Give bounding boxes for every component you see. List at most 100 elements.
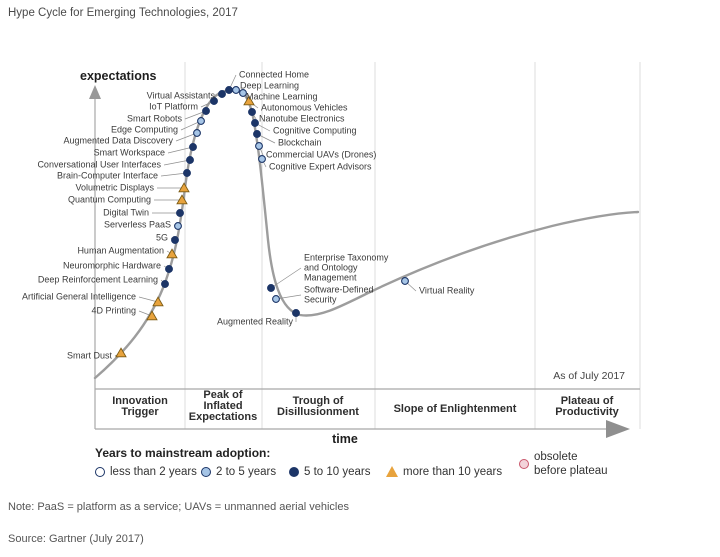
legend-item-label: less than 2 years (110, 466, 197, 478)
point-marker-commercial-uavs-drones (255, 142, 263, 150)
point-label-cognitive-expert-advisors: Cognitive Expert Advisors (269, 161, 372, 171)
point-label-digital-twin: Digital Twin (103, 207, 149, 217)
point-marker-volumetric-displays (178, 182, 190, 193)
point-label-volumetric-displays: Volumetric Displays (75, 182, 154, 192)
point-marker-augmented-reality (292, 309, 300, 317)
point-label-enterprise-taxonomy-and-ontology-management: and Ontology (304, 262, 358, 272)
phase-label-trough-of-disillusionment: Trough of (293, 395, 344, 407)
legend-item-label: more than 10 years (403, 466, 503, 478)
phase-label-peak-of-inflated-expectations: Inflated (203, 400, 242, 412)
leader-line-brain-computer-interface (160, 172, 188, 177)
point-label-enterprise-taxonomy-and-ontology-management: Enterprise Taxonomy (304, 252, 389, 262)
point-marker-digital-twin (176, 209, 184, 217)
point-label-conversational-user-interfaces: Conversational User Interfaces (37, 159, 161, 169)
point-marker-artificial-general-intelligence (152, 296, 164, 307)
point-marker-deep-reinforcement-learning (161, 280, 169, 288)
legend-item-5-to-10-years: 5 to 10 years (289, 466, 370, 478)
point-marker-4d-printing (146, 310, 158, 321)
point-label-iot-platform: IoT Platform (149, 101, 198, 111)
phase-label-peak-of-inflated-expectations: Expectations (189, 411, 257, 423)
legend-heading: Years to mainstream adoption: (95, 446, 271, 460)
time-axis-arrow-icon (606, 420, 630, 438)
phase-label-plateau-of-productivity: Plateau of (561, 395, 614, 407)
point-label-deep-reinforcement-learning: Deep Reinforcement Learning (38, 274, 158, 284)
legend-item-obsolete-before-plateau: obsolete before plateau (519, 450, 608, 478)
legend-obs-marker-icon (519, 459, 529, 469)
point-marker-deep-learning (232, 86, 240, 94)
point-marker-smart-workspace (189, 143, 197, 151)
point-marker-cognitive-expert-advisors (258, 155, 266, 163)
expectations-axis-arrow-icon (89, 85, 101, 99)
point-label-smart-workspace: Smart Workspace (94, 147, 165, 157)
legend-lt2-marker-icon (95, 466, 105, 477)
leader-line-artificial-general-intelligence (138, 296, 159, 303)
point-label-serverless-paas: Serverless PaaS (104, 219, 171, 229)
legend-item-more-than-10-years: more than 10 years (386, 466, 502, 478)
point-label-4d-printing: 4D Printing (91, 305, 136, 315)
point-marker-serverless-paas (174, 222, 182, 230)
page-title: Hype Cycle for Emerging Technologies, 20… (8, 7, 238, 19)
legend-item-less-than-2-years: less than 2 years (95, 466, 197, 478)
leader-line-smart-workspace (167, 146, 194, 154)
note-text: Note: PaaS = platform as a service; UAVs… (8, 501, 349, 513)
phase-label-peak-of-inflated-expectations: Peak of (203, 389, 242, 401)
point-label-machine-learning: Machine Learning (246, 91, 318, 101)
point-label-cognitive-computing: Cognitive Computing (273, 125, 357, 135)
leader-line-conversational-user-interfaces (163, 159, 191, 166)
point-marker-augmented-data-discovery (193, 129, 201, 137)
point-label-software-defined-security: Security (304, 294, 337, 304)
point-marker-neuromorphic-hardware (165, 265, 173, 273)
point-marker-smart-robots (202, 107, 210, 115)
point-label-connected-home: Connected Home (239, 69, 309, 79)
point-marker-5g (171, 236, 179, 244)
legend-item-label: 2 to 5 years (216, 466, 277, 478)
point-marker-edge-computing (197, 117, 205, 125)
legend-item-2-to-5-years: 2 to 5 years (201, 466, 276, 478)
point-marker-blockchain (253, 130, 261, 138)
point-label-software-defined-security: Software-Defined (304, 284, 374, 294)
point-marker-enterprise-taxonomy-and-ontology-management (267, 284, 275, 292)
point-label-autonomous-vehicles: Autonomous Vehicles (261, 102, 348, 112)
phase-label-slope-of-enlightenment: Slope of Enlightenment (394, 403, 517, 415)
leader-line-software-defined-security (275, 294, 302, 300)
point-label-virtual-reality: Virtual Reality (419, 285, 475, 295)
expectations-axis-label: expectations (80, 69, 156, 83)
point-label-enterprise-taxonomy-and-ontology-management: Management (304, 272, 357, 282)
point-label-5g: 5G (156, 232, 168, 242)
point-marker-smart-dust (115, 347, 127, 358)
legend-item-label: 5 to 10 years (304, 466, 371, 478)
legend-t10-marker-icon (386, 466, 398, 478)
phase-label-plateau-of-productivity: Productivity (555, 406, 619, 418)
point-marker-brain-computer-interface (183, 169, 191, 177)
point-label-augmented-data-discovery: Augmented Data Discovery (63, 135, 173, 145)
point-marker-virtual-assistants (218, 90, 226, 98)
point-marker-autonomous-vehicles (243, 95, 255, 106)
point-label-quantum-computing: Quantum Computing (68, 194, 151, 204)
point-label-artificial-general-intelligence: Artificial General Intelligence (22, 291, 136, 301)
as-of-date-label: As of July 2017 (553, 370, 625, 382)
point-marker-human-augmentation (166, 248, 178, 259)
point-label-edge-computing: Edge Computing (111, 124, 178, 134)
legend-y510-marker-icon (289, 466, 299, 477)
point-marker-machine-learning (239, 89, 247, 97)
phase-label-innovation-trigger: Trigger (121, 406, 159, 418)
point-marker-nanotube-electronics (248, 108, 256, 116)
legend-y25-marker-icon (201, 466, 211, 477)
point-label-human-augmentation: Human Augmentation (77, 245, 164, 255)
point-label-brain-computer-interface: Brain-Computer Interface (57, 170, 158, 180)
point-label-smart-robots: Smart Robots (127, 113, 183, 123)
point-marker-quantum-computing (176, 194, 188, 205)
legend-item-label: obsolete before plateau (534, 451, 608, 477)
point-label-nanotube-electronics: Nanotube Electronics (259, 113, 345, 123)
point-label-commercial-uavs-drones: Commercial UAVs (Drones) (266, 149, 376, 159)
point-label-deep-learning: Deep Learning (240, 80, 299, 90)
point-label-augmented-reality: Augmented Reality (217, 316, 294, 326)
adoption-legend: Years to mainstream adoption: less than … (95, 446, 695, 492)
point-marker-iot-platform (210, 97, 218, 105)
point-marker-virtual-reality (401, 277, 409, 285)
phase-label-trough-of-disillusionment: Disillusionment (277, 406, 359, 418)
point-marker-software-defined-security (272, 295, 280, 303)
point-label-smart-dust: Smart Dust (67, 350, 113, 360)
leader-line-enterprise-taxonomy-and-ontology-management (270, 267, 302, 289)
